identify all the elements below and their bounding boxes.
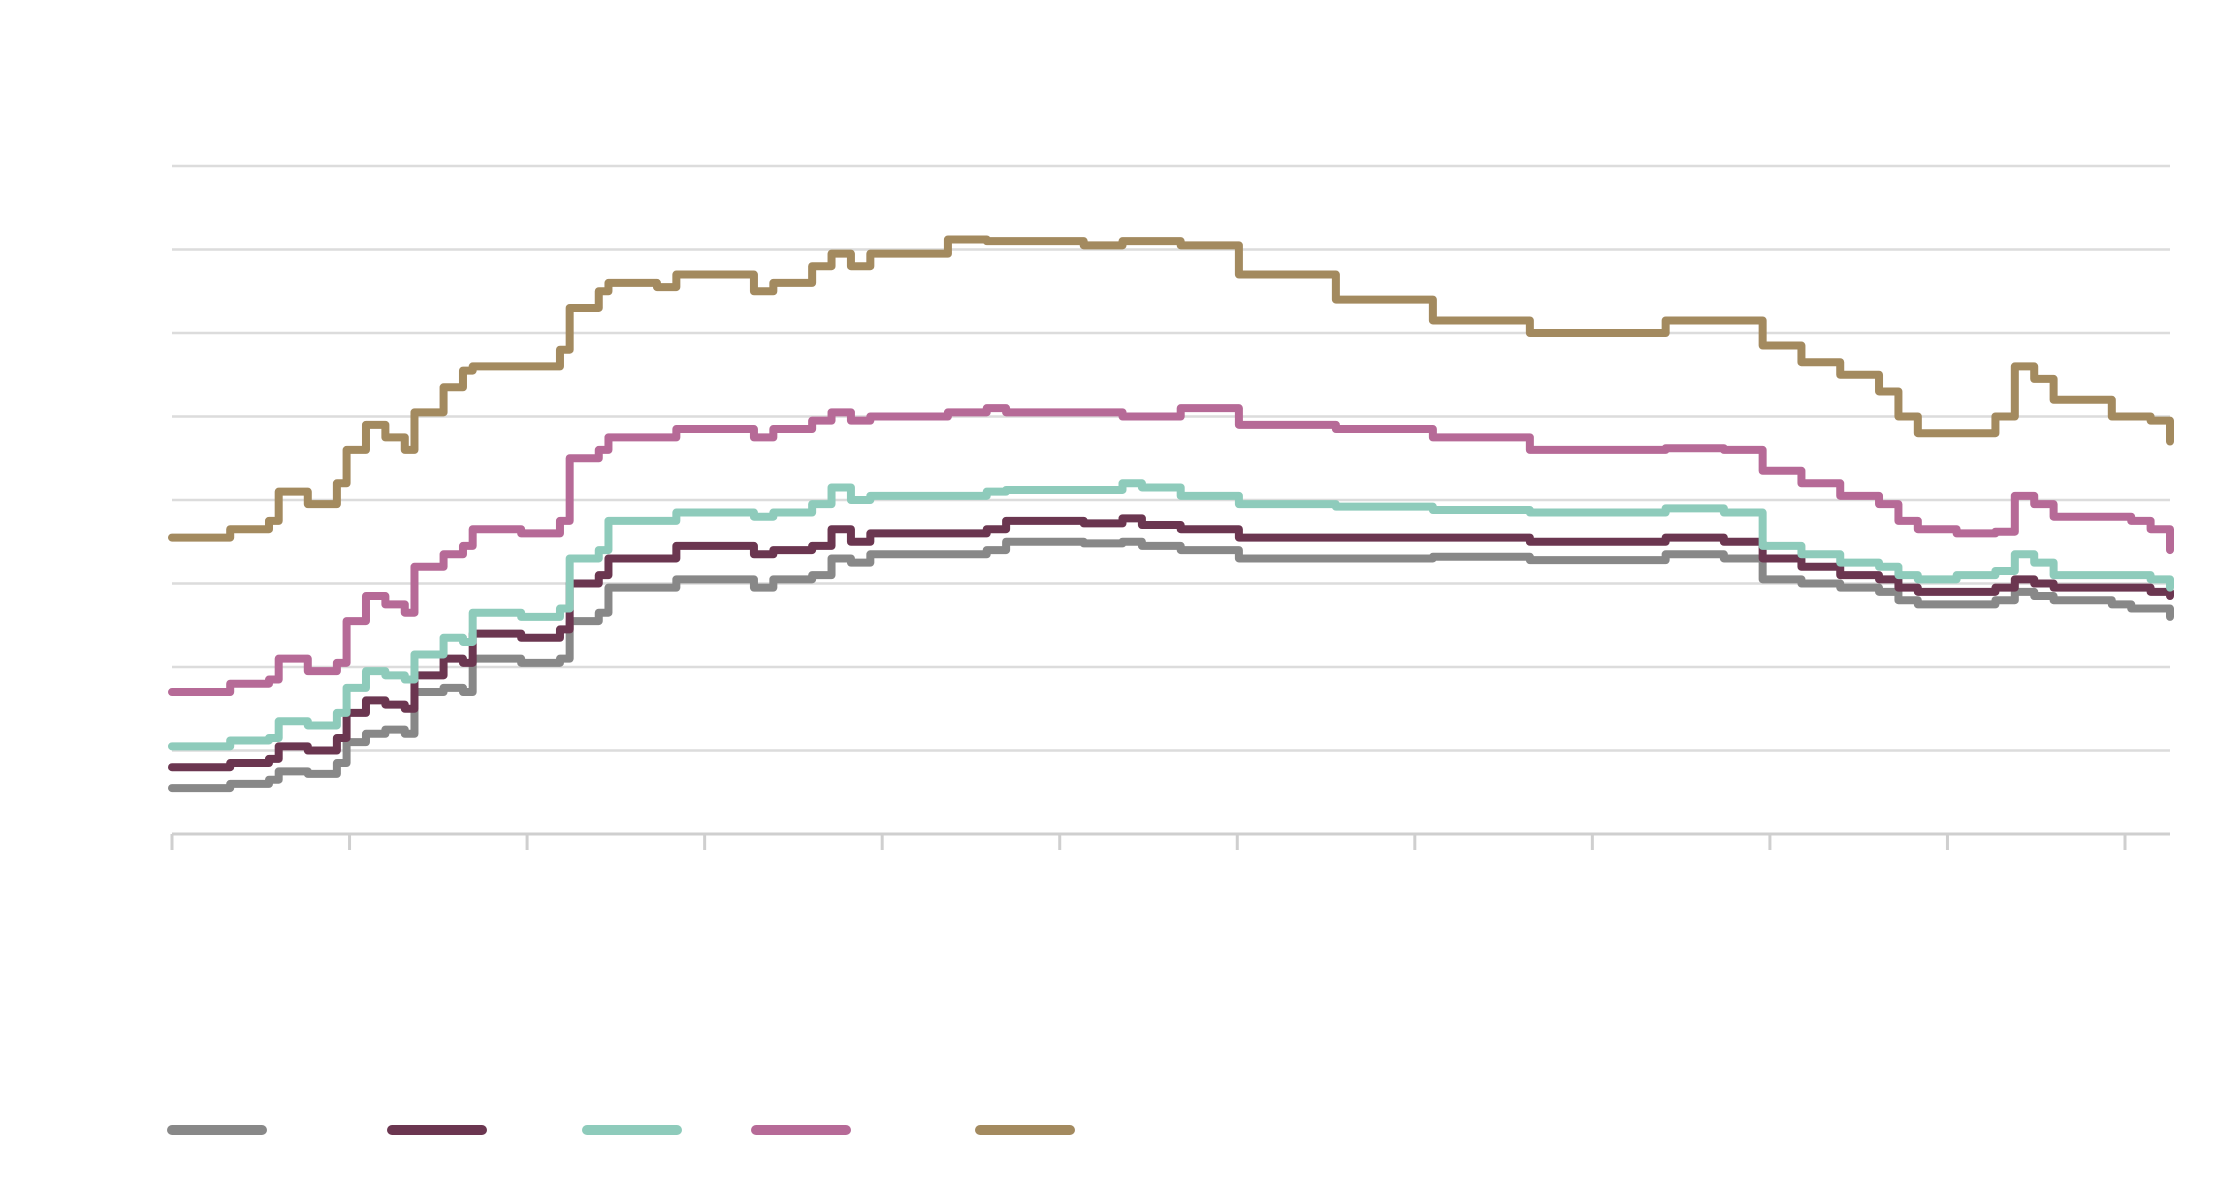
series-line-1 — [168, 514, 2174, 772]
series-lines — [168, 235, 2174, 793]
series-line-4 — [168, 235, 2174, 542]
series-line-0 — [168, 537, 2174, 793]
x-axis — [170, 832, 2170, 850]
series-line-3 — [168, 404, 2174, 697]
series-line-2 — [168, 479, 2174, 751]
